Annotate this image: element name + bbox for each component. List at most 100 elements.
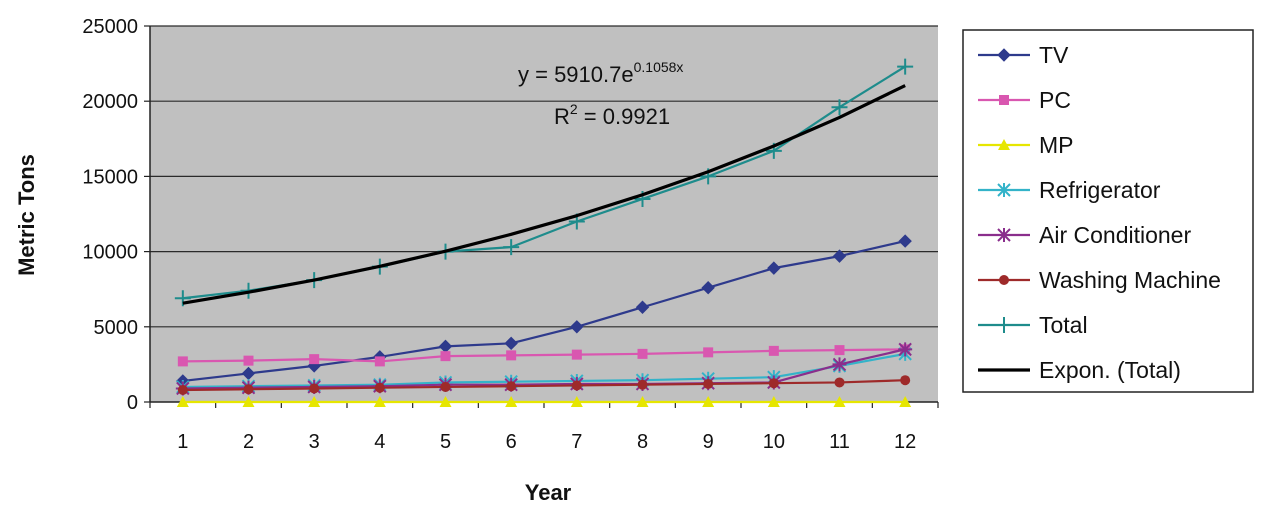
trendline-equation: y = 5910.7e0.1058x [518,59,683,87]
legend-swatch-marker [997,183,1011,197]
x-tick-label: 3 [309,431,320,453]
data-point [636,396,649,407]
x-tick-label: 8 [637,431,648,453]
data-point [504,336,518,351]
data-point [374,382,385,393]
x-tick-label: 9 [703,431,714,453]
data-point [570,320,584,334]
series-line [182,348,906,390]
y-axis-title: Metric Tons [14,154,39,276]
data-point [242,396,255,407]
legend: TV PC MP Refrigerator Air Conditioner Washing… [962,29,1254,393]
data-point [898,234,912,248]
x-tick-label: 11 [829,431,850,453]
data-point [440,351,451,362]
plot-area [150,26,938,402]
r2-sup: 2 [570,101,578,117]
legend-item-mp: MP [978,132,1074,158]
series-mp [176,396,912,407]
data-point [898,342,913,357]
series-line [182,352,906,389]
series-expon-total [182,84,906,305]
legend-label: Expon. (Total) [1039,357,1181,383]
data-point [831,99,848,116]
data-point [177,356,188,367]
legend-label: TV [1039,42,1069,68]
data-point [834,377,845,388]
data-point [832,249,847,263]
legend-item-washing-machine: Washing Machine [978,267,1221,293]
data-point [635,300,650,314]
y-tick-label: 10000 [82,242,138,264]
data-point [767,396,780,407]
x-tick-label: 5 [440,431,451,453]
data-point [503,239,520,256]
equation-prefix: y = 5910.7e [518,62,634,87]
x-tick-label: 6 [506,431,517,453]
data-point [243,355,254,366]
legend-swatch-marker [999,95,1009,105]
series-layer [174,58,914,407]
y-tick-label: 25000 [82,16,138,38]
legend-label: Air Conditioner [1039,222,1191,248]
trendline [182,84,906,305]
legend-box [962,29,1254,393]
data-point [506,350,517,361]
data-point [702,396,715,407]
legend-label: MP [1039,132,1074,158]
data-point [373,396,386,407]
y-tick-label: 20000 [82,91,138,113]
legend-swatch-marker [997,228,1011,242]
x-tick-label: 1 [177,431,188,453]
data-point [833,396,846,407]
data-point [703,347,714,358]
data-point [506,381,517,392]
x-tick-label: 2 [243,431,254,453]
y-tick-label: 0 [127,392,138,414]
data-point [768,378,779,389]
data-point [440,381,451,392]
data-point [701,280,715,295]
data-point [899,396,912,407]
data-point [177,384,188,395]
data-point [439,396,452,407]
legend-item-total: Total [978,312,1088,338]
r2-prefix: R [554,104,570,129]
data-point [308,396,321,407]
legend-swatch-marker [997,48,1011,62]
data-point [897,58,914,75]
x-tick-label: 10 [763,431,785,453]
legend-item-pc: PC [978,87,1071,113]
plot-layer [150,25,938,402]
x-axis-title: Year [525,480,572,505]
series-washing-machine [177,375,911,395]
data-point [571,380,582,391]
r2-suffix: = 0.9921 [578,104,670,129]
series-line [182,348,906,363]
r-squared: R2 = 0.9921 [554,101,670,129]
series-line [182,239,906,383]
legend-swatch-marker [999,275,1009,285]
legend-item-refrigerator: Refrigerator [978,177,1161,203]
legend-label: Total [1039,312,1088,338]
data-point [174,290,191,307]
legend-label: PC [1039,87,1071,113]
legend-label: Refrigerator [1039,177,1161,203]
data-point [243,384,254,395]
data-point [832,357,847,372]
data-point [309,383,320,394]
data-point [570,396,583,407]
x-tick-label: 4 [374,431,385,453]
data-point [571,349,582,360]
data-point [900,375,911,386]
legend-item-tv: TV [978,42,1069,68]
y-tick-label: 5000 [94,317,139,339]
data-point [768,345,779,356]
data-point [505,396,518,407]
legend-label: Washing Machine [1039,267,1221,293]
legend-swatch-marker [998,139,1010,150]
data-point [309,354,320,365]
legend-item-expon-total: Expon. (Total) [978,357,1181,383]
data-point [703,378,714,389]
data-point [834,345,845,356]
